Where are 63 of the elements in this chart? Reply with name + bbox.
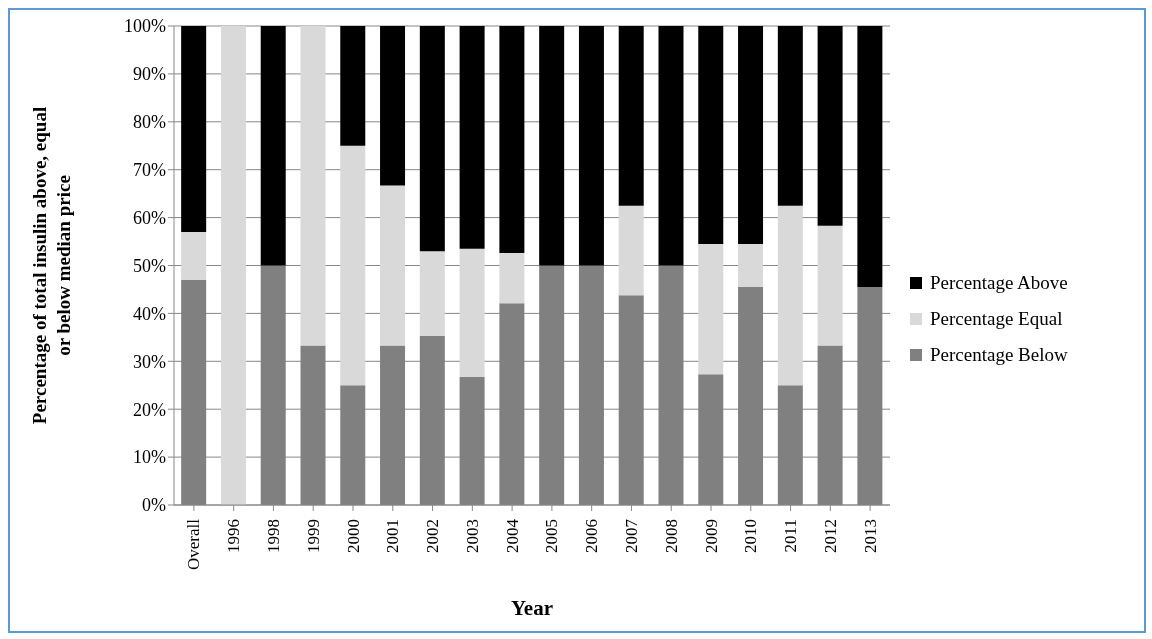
bar <box>340 26 366 146</box>
y-tick-label: 40% <box>133 303 166 324</box>
bar <box>380 185 406 346</box>
y-tick-label: 0% <box>142 495 166 516</box>
x-tick-label: 2007 <box>621 518 641 553</box>
x-tick-label: 2003 <box>462 519 482 553</box>
x-tick-label: 2006 <box>582 519 602 553</box>
bar <box>300 26 326 346</box>
bar <box>181 231 207 280</box>
bar <box>738 26 764 244</box>
bar <box>260 26 286 266</box>
bar <box>777 26 803 206</box>
bar <box>499 26 525 254</box>
bar <box>738 243 764 288</box>
x-tick-label: 2002 <box>423 519 443 553</box>
bar <box>658 26 684 266</box>
x-tick-label: 2013 <box>860 519 880 553</box>
bar <box>817 225 843 346</box>
legend-label: Percentage Above <box>930 272 1068 294</box>
x-tick-label: 2009 <box>701 519 721 553</box>
bar <box>419 26 445 252</box>
x-tick-label: 1998 <box>263 519 283 553</box>
y-tick-label: 90% <box>133 64 166 85</box>
bar <box>459 26 485 249</box>
bar <box>459 248 485 378</box>
bar <box>578 26 604 266</box>
y-tick-label: 10% <box>133 447 166 468</box>
bar <box>220 26 246 505</box>
bar <box>817 26 843 226</box>
x-tick-label: 2005 <box>542 519 562 553</box>
x-tick-label: 2008 <box>661 519 681 553</box>
y-tick-label: 80% <box>133 112 166 133</box>
y-axis-title: Percentage of total insulin above, equal or below median price <box>29 106 74 425</box>
y-tick-label: 50% <box>133 255 166 276</box>
bar <box>777 205 803 386</box>
x-tick-label: 2004 <box>502 518 522 553</box>
x-tick-label: 2011 <box>781 519 801 553</box>
bar <box>419 251 445 336</box>
legend-label: Percentage Below <box>930 344 1068 366</box>
y-tick-label: 70% <box>133 160 166 181</box>
bar <box>539 26 565 266</box>
y-tick-label: 60% <box>133 207 166 228</box>
x-tick-label: 1996 <box>224 519 244 553</box>
x-tick-label: 1999 <box>303 519 323 553</box>
y-tick-label: 30% <box>133 351 166 372</box>
bar <box>698 243 724 375</box>
legend-label: Percentage Equal <box>930 308 1063 330</box>
x-axis-title: Year <box>511 596 553 620</box>
x-tick-label: 2012 <box>820 519 840 553</box>
x-tick-label: 2000 <box>343 519 363 553</box>
bar <box>618 205 644 296</box>
x-tick-label: Overall <box>184 518 204 570</box>
bar <box>499 253 525 304</box>
bar <box>857 26 883 288</box>
bar <box>181 26 207 232</box>
bar <box>618 26 644 206</box>
x-tick-label: 2010 <box>741 519 761 553</box>
bar <box>698 26 724 244</box>
x-tick-label: 2001 <box>383 519 403 553</box>
bar <box>380 26 406 186</box>
bar <box>340 145 366 386</box>
y-tick-label: 100% <box>124 16 166 37</box>
y-tick-label: 20% <box>133 399 166 420</box>
